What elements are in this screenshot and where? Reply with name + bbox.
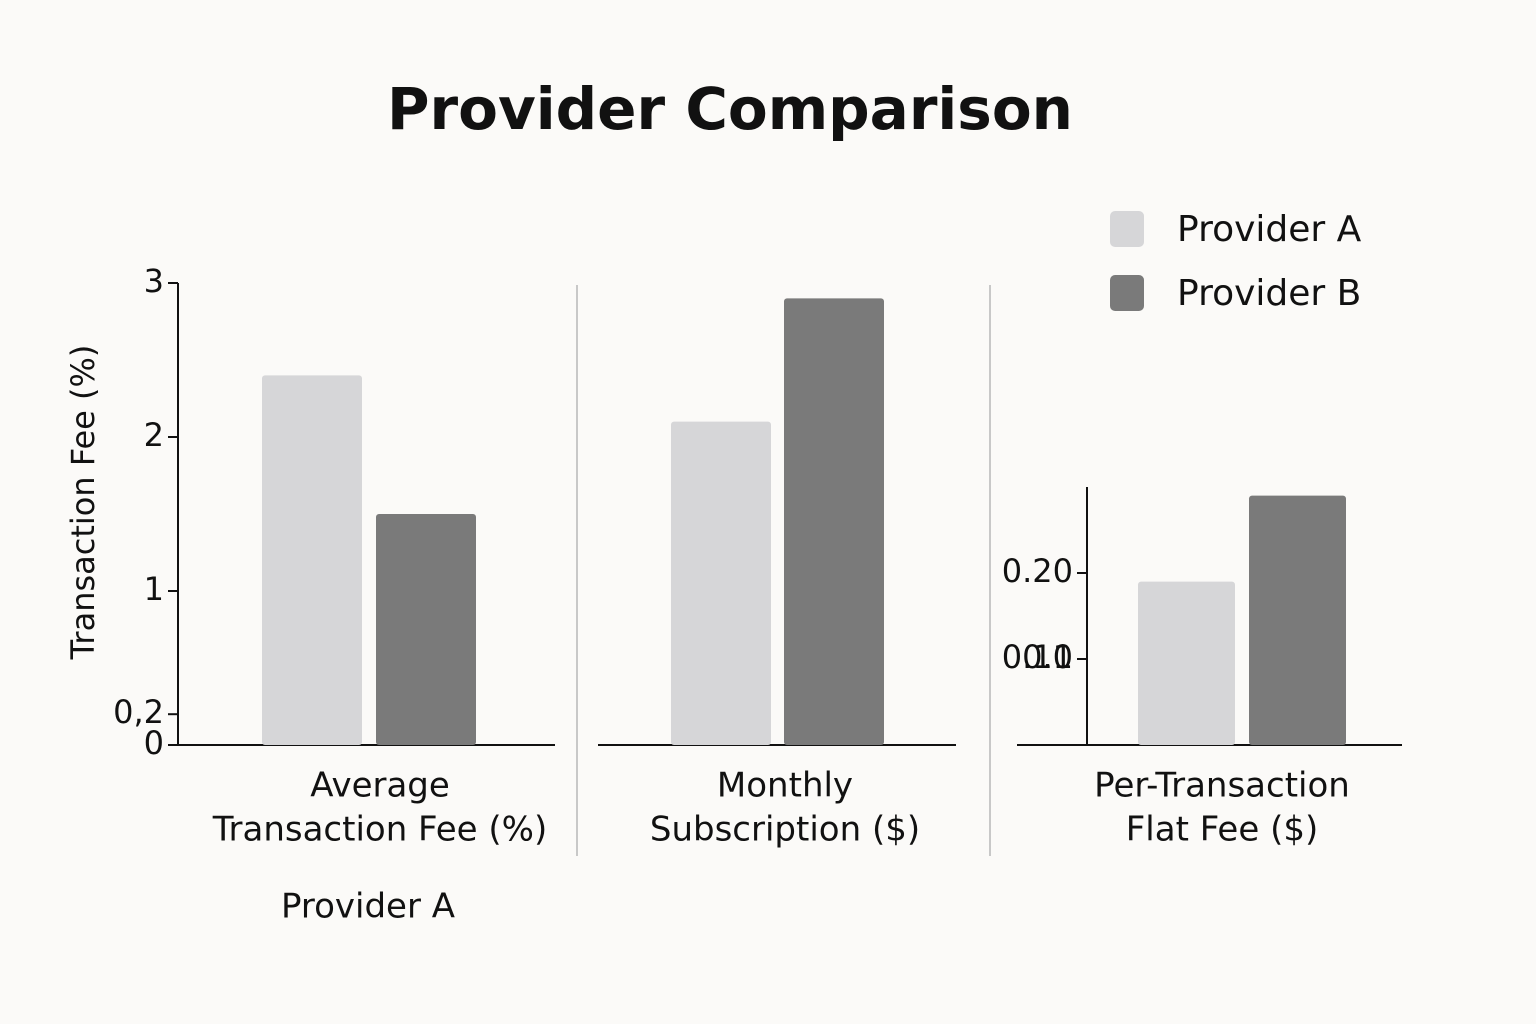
bar	[1249, 495, 1346, 745]
y-tick-label: 0.10	[1002, 638, 1073, 676]
x-axis-label: Per-Transaction	[1094, 766, 1350, 806]
y-tick-label: 3	[144, 262, 164, 300]
legend-swatch	[1110, 211, 1144, 247]
y-tick-label: 2	[144, 416, 164, 454]
chart-title: Provider Comparison	[387, 75, 1073, 143]
legend-label: Provider A	[1177, 209, 1362, 250]
y-tick-label: 1	[144, 570, 164, 608]
bar	[784, 298, 884, 745]
y-tick-label: 0	[144, 724, 164, 762]
x-axis-label: Flat Fee ($)	[1126, 810, 1318, 850]
bar	[262, 375, 362, 745]
bar	[671, 421, 771, 745]
x-axis-label: Subscription ($)	[650, 810, 920, 850]
y-tick-label: 0.20	[1002, 552, 1073, 590]
x-axis-label: Monthly	[717, 766, 853, 806]
x-axis-label: Average	[310, 766, 450, 806]
bar	[1138, 581, 1235, 745]
y-tick-label: 0.1	[1022, 638, 1073, 676]
bar	[376, 514, 476, 745]
y-axis-label: Transaction Fee (%)	[64, 345, 102, 661]
x-axis-label: Transaction Fee (%)	[212, 810, 548, 850]
caption: Provider A	[281, 887, 455, 927]
y-tick-label: 0,2	[113, 693, 164, 731]
legend-label: Provider B	[1177, 273, 1361, 314]
legend-swatch	[1110, 275, 1144, 311]
